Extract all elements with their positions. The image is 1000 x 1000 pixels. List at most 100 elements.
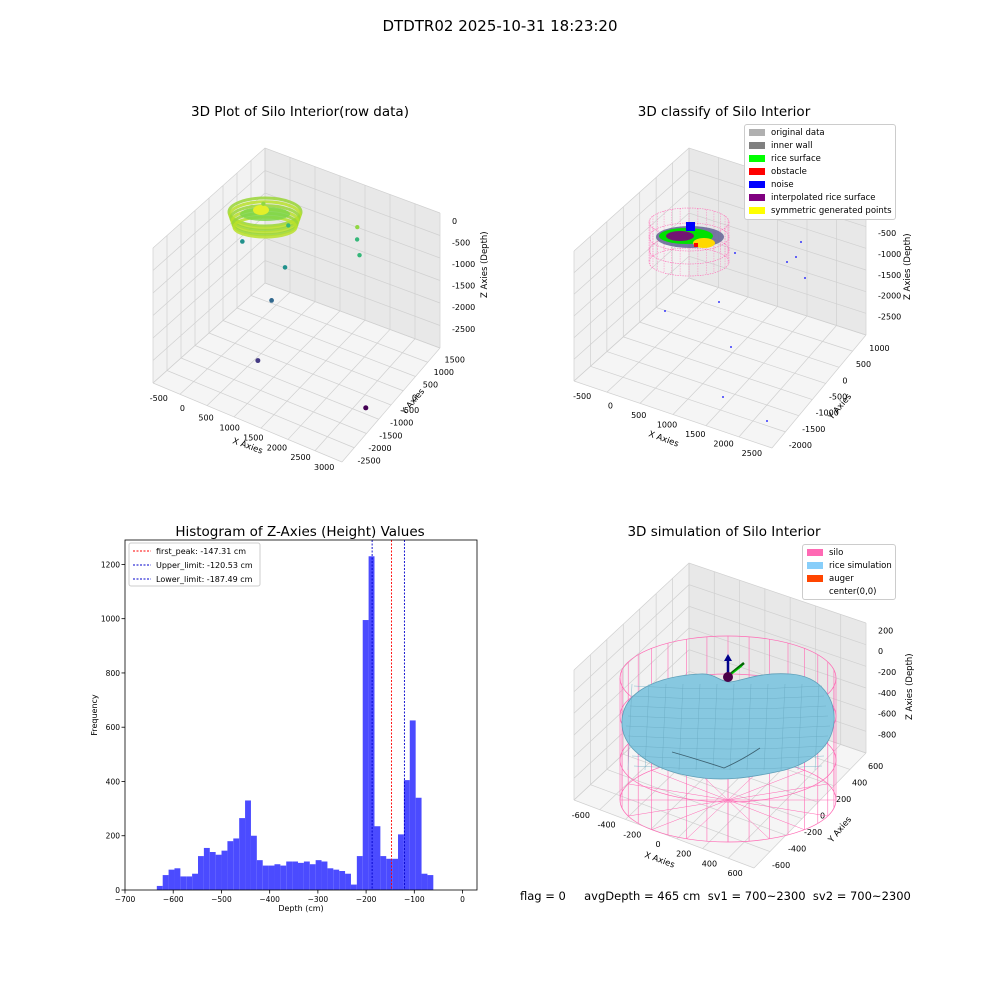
legend-swatch [749, 168, 765, 175]
surface-mesh-line [661, 683, 667, 771]
surface-mesh-line [763, 683, 769, 771]
z-tick-label: -800 [878, 730, 896, 739]
y-tick-label: 500 [856, 360, 871, 369]
histogram-bar [286, 861, 293, 890]
legend-swatch [807, 575, 823, 582]
histogram-bar [362, 620, 369, 890]
surface-mesh-line [797, 683, 803, 771]
histogram-bar [245, 800, 251, 890]
panel2-title: 3D classify of Silo Interior [637, 104, 811, 120]
grid-line [606, 769, 787, 836]
surface-mesh-line [780, 683, 786, 771]
grid-line [573, 562, 867, 671]
histogram-bar [221, 850, 228, 890]
legend-upper-limit: Upper_limit: -120.53 cm [156, 561, 253, 570]
histogram-bar [203, 847, 210, 890]
legend-swatch [749, 194, 765, 201]
simulation-xlabel: X Axies [643, 850, 676, 870]
y-tick-label: 200 [106, 832, 121, 841]
histogram-xlabel: Depth (cm) [278, 904, 323, 913]
x-tick-label: -600 [572, 811, 590, 820]
surface-mesh-line [644, 683, 650, 771]
data-point [354, 237, 360, 242]
histogram-ylabel: Frequency [90, 694, 99, 736]
histogram-bar [262, 865, 269, 890]
z-tick-label: -2000 [878, 292, 901, 301]
legend-swatch [749, 155, 765, 162]
x-tick-label: -500 [573, 392, 591, 401]
grid-line [573, 380, 773, 449]
histogram-bar [298, 862, 304, 890]
histogram-bar [321, 861, 328, 890]
histogram-bar [215, 854, 222, 890]
surface-ring [228, 200, 302, 230]
grid-line [222, 320, 404, 392]
surface-ring [229, 204, 301, 232]
histogram-legend: first_peak: -147.31 cm Upper_limit: -120… [128, 542, 261, 587]
grid-line [236, 307, 416, 377]
status-footer: flag = 0 avgDepth = 465 cm sv1 = 700~230… [520, 889, 911, 903]
figure-title: DTDTR02 2025-10-31 18:23:20 [382, 17, 618, 35]
simulation-legend: silo rice simulation auger center(0,0) [802, 544, 896, 600]
histogram-bar [309, 864, 316, 890]
noise-point [734, 252, 736, 254]
y-tick-label: 0 [842, 376, 847, 385]
z-tick-label: -1000 [878, 250, 901, 259]
y-tick-label: -2000 [789, 441, 812, 450]
noise-point [730, 346, 732, 348]
histogram-bar [280, 865, 287, 890]
z-tick-label: 200 [878, 626, 893, 635]
legend-swatch [749, 129, 765, 136]
x-tick-label: 0 [655, 840, 660, 849]
y-tick-label: -1000 [816, 409, 839, 418]
z-tick-label: -600 [878, 710, 896, 719]
y-tick-label: -1000 [390, 419, 413, 428]
histogram-bar [380, 856, 387, 890]
noise-point [718, 301, 720, 303]
surface-mesh-line [629, 705, 827, 710]
grid-line [771, 334, 867, 449]
histogram-bar [156, 885, 163, 890]
surface-mesh-line [627, 735, 829, 740]
x-tick-label: −200 [356, 895, 377, 904]
y-tick-label: -400 [788, 844, 806, 853]
x-tick-label: 0 [608, 401, 613, 410]
y-tick-label: 400 [106, 777, 121, 786]
data-point [240, 239, 245, 244]
legend-swatch [749, 142, 765, 149]
y-tick-label: -2000 [368, 444, 391, 453]
surface-depression [671, 747, 761, 769]
noise-cluster [686, 222, 695, 231]
histogram-bar [233, 838, 240, 890]
z-tick-label: -400 [878, 689, 896, 698]
legend-swatch [807, 562, 823, 569]
silo-floor-spoke [651, 799, 729, 830]
histogram-bar [256, 860, 263, 890]
grid-line [639, 296, 749, 404]
z-tick-label: -1000 [452, 260, 475, 269]
y-tick-label: -1500 [802, 425, 825, 434]
x-tick-label: −700 [115, 895, 136, 904]
simulation-ylabel: Y Axies [826, 815, 854, 846]
x-tick-label: −300 [308, 895, 329, 904]
silo-floor-spoke [628, 799, 729, 817]
y-tick-label: 600 [868, 762, 883, 771]
x-tick-label: 500 [631, 411, 646, 420]
surface-mesh-line [814, 683, 820, 771]
legend-swatch [807, 549, 823, 556]
histogram-plot: −700 −600 −500 −400 −300 −200 −100 0 0 200 400 600… [90, 539, 478, 913]
silo-floor-spoke [727, 770, 805, 801]
z-tick-label: -500 [878, 229, 896, 238]
histogram-frame [124, 539, 478, 891]
histogram-bar [350, 884, 357, 890]
grid-line [623, 336, 813, 400]
z-tick-label: -1500 [878, 271, 901, 280]
x-tick-label: −500 [211, 895, 232, 904]
z-tick-label: 0 [452, 217, 457, 226]
y-tick-label: 400 [852, 779, 867, 788]
z-tick-label: -2500 [452, 325, 475, 334]
z-tick-label: -200 [878, 668, 896, 677]
silo-floor-spoke [727, 799, 828, 817]
histogram-bar [392, 858, 399, 890]
panel4-title: 3D simulation of Silo Interior [627, 524, 821, 540]
